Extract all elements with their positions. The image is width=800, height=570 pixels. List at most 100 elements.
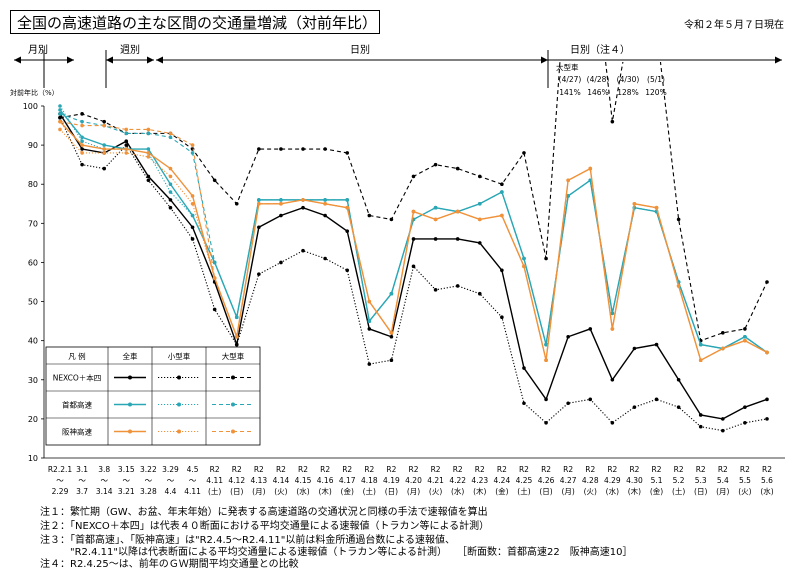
x-tick-label: (金) xyxy=(341,486,354,496)
arrow-head xyxy=(106,56,113,64)
data-point xyxy=(367,362,372,366)
data-point xyxy=(389,291,394,296)
x-tick-label: ～ xyxy=(167,476,175,485)
x-tick-label: 3.15 xyxy=(118,465,135,474)
data-point xyxy=(58,104,62,108)
data-point xyxy=(765,397,769,402)
large-vehicle-note-date: (4/27) xyxy=(559,75,582,84)
y-axis-label: 対前年比（%） xyxy=(10,88,59,97)
data-point xyxy=(765,417,769,421)
data-point xyxy=(588,397,593,402)
legend-header: 大型車 xyxy=(222,351,245,361)
x-tick-label: (日) xyxy=(230,487,243,496)
data-point xyxy=(345,151,350,155)
data-point xyxy=(610,327,615,331)
data-point xyxy=(367,213,372,218)
data-point xyxy=(58,119,62,124)
legend-row-label: 阪神高速 xyxy=(62,427,92,437)
legend-marker xyxy=(231,402,235,407)
data-point xyxy=(345,205,350,210)
data-point xyxy=(588,166,593,171)
data-point xyxy=(345,268,350,273)
section-label: 日別（注４） xyxy=(570,43,630,56)
data-point xyxy=(676,217,681,222)
data-point xyxy=(500,315,504,320)
data-point xyxy=(80,143,84,147)
x-tick-label: 3.29 xyxy=(162,465,179,474)
x-tick-label: R2 xyxy=(497,465,507,474)
y-tick-label: 80 xyxy=(28,180,38,189)
y-tick-label: 10 xyxy=(28,454,38,463)
data-point xyxy=(58,115,62,120)
legend-marker xyxy=(128,375,132,380)
data-point xyxy=(455,237,460,241)
data-point xyxy=(500,190,504,194)
x-tick-label: R2 xyxy=(254,465,264,474)
data-point xyxy=(765,280,769,284)
legend-header: 小型車 xyxy=(168,351,191,361)
series-group xyxy=(58,115,769,433)
x-tick-label: 4.19 xyxy=(383,476,400,485)
data-point xyxy=(234,201,239,206)
x-tick-label: R2 xyxy=(541,465,551,474)
x-tick-label: 4.17 xyxy=(339,476,356,485)
data-point xyxy=(676,284,681,288)
data-point xyxy=(80,151,84,155)
x-tick-label: (月) xyxy=(561,487,574,496)
x-tick-label: R2 xyxy=(298,465,308,474)
arrow-head xyxy=(541,56,548,64)
legend-header: 全車 xyxy=(123,351,138,361)
series-line xyxy=(59,105,768,353)
x-tick-label: (火) xyxy=(274,487,287,496)
x-tick-label: R2 xyxy=(232,465,242,474)
data-point xyxy=(367,299,372,304)
data-point xyxy=(212,260,217,265)
data-point xyxy=(102,147,106,151)
data-point xyxy=(698,358,703,363)
data-point xyxy=(743,338,747,343)
data-point xyxy=(58,108,62,112)
arrow-head xyxy=(14,56,21,64)
x-tick-label: (金) xyxy=(650,486,663,496)
x-tick-label: R2 xyxy=(652,465,662,474)
x-tick-label: ～ xyxy=(100,476,108,485)
x-tick-label: 4.21 xyxy=(427,476,444,485)
x-tick-label: ～ xyxy=(189,476,197,485)
data-point xyxy=(345,229,350,233)
series-line xyxy=(59,117,768,432)
data-point xyxy=(58,127,62,132)
data-point xyxy=(411,174,416,179)
x-tick-label: 4.5 xyxy=(187,465,199,474)
arrow-head xyxy=(775,56,782,64)
data-point xyxy=(212,178,217,183)
data-point xyxy=(455,166,460,171)
data-point xyxy=(190,237,195,241)
data-point xyxy=(389,331,394,335)
data-point xyxy=(455,284,460,288)
x-tick-label: (木) xyxy=(318,486,331,496)
data-point xyxy=(698,413,703,417)
data-point xyxy=(544,256,548,261)
data-point xyxy=(676,377,681,382)
data-point xyxy=(102,166,106,171)
data-point xyxy=(632,405,637,409)
data-point xyxy=(212,276,217,280)
data-point xyxy=(433,162,438,167)
data-point xyxy=(323,256,327,261)
y-tick-label: 40 xyxy=(28,337,38,346)
data-point xyxy=(80,162,84,167)
data-point xyxy=(146,178,151,183)
legend-marker xyxy=(231,429,235,434)
data-point xyxy=(168,190,173,194)
data-point xyxy=(190,201,195,206)
data-point xyxy=(80,112,84,116)
x-tick-label: R2 xyxy=(740,465,750,474)
x-tick-label: (水) xyxy=(606,486,619,496)
report-date: 令和２年５月７日現在 xyxy=(684,20,784,31)
x-tick-label: (火) xyxy=(584,487,597,496)
y-tick-label: 90 xyxy=(28,141,38,150)
x-tick-label: R2 xyxy=(342,465,352,474)
data-point xyxy=(190,213,195,218)
legend-row-label: 首都高速 xyxy=(62,400,92,410)
